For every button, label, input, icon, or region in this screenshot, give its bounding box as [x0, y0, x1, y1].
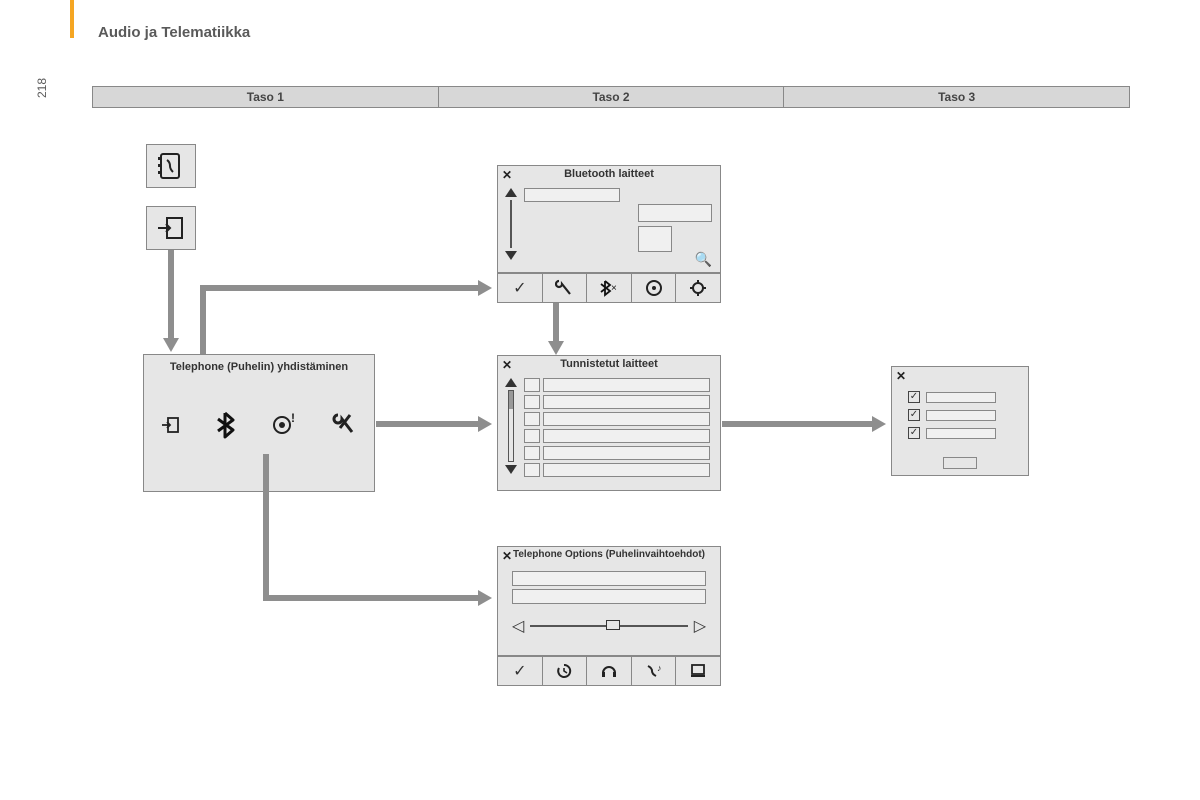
search-icon[interactable]: 🔍	[695, 251, 712, 268]
check-item[interactable]: ✓	[908, 427, 996, 439]
arrow	[376, 421, 480, 427]
bluetooth-devices-panel: ✕ Bluetooth laitteet 🔍 ✓ ×	[497, 165, 721, 303]
scroll-down-icon[interactable]	[505, 465, 517, 474]
arrow	[263, 454, 269, 598]
check-item[interactable]: ✓	[908, 391, 996, 403]
svg-text:♪: ♪	[657, 663, 662, 673]
bt-off-icon[interactable]: ×	[587, 274, 632, 302]
slider-left-icon[interactable]: ◁	[512, 616, 524, 636]
arrow-head	[478, 416, 492, 432]
arrow	[200, 288, 206, 354]
footer-field	[943, 457, 977, 469]
arrow	[722, 421, 874, 427]
scroll-up-icon[interactable]	[505, 378, 517, 387]
phone-connect-panel: Telephone (Puhelin) yhdistäminen !	[143, 354, 375, 492]
history-icon[interactable]	[543, 657, 588, 685]
slider-right-icon[interactable]: ▷	[694, 616, 706, 636]
close-icon[interactable]: ✕	[502, 549, 512, 563]
bt-toolbar: ✓ ×	[498, 272, 720, 302]
detected-devices-title: Tunnistetut laitteet	[498, 356, 720, 370]
exit-icon[interactable]	[162, 416, 180, 439]
check-item[interactable]: ✓	[908, 409, 996, 421]
arrow-head	[548, 341, 564, 355]
gear-icon[interactable]	[676, 274, 720, 302]
preview-thumb	[638, 226, 672, 252]
telephone-options-panel: ✕ Telephone Options (Puhelinvaihtoehdot)…	[497, 546, 721, 686]
ringtone-icon[interactable]: ♪	[632, 657, 677, 685]
preview-field	[638, 204, 712, 222]
confirm-icon[interactable]: ✓	[498, 657, 543, 685]
svg-text:!: !	[291, 412, 295, 425]
arrow-head	[872, 416, 886, 432]
arrow-head	[478, 590, 492, 606]
arrow	[168, 250, 174, 340]
tool-icon[interactable]	[543, 274, 588, 302]
svg-text:×: ×	[611, 283, 617, 294]
phonebook-icon[interactable]	[146, 144, 196, 188]
headset-icon[interactable]	[587, 657, 632, 685]
list-item[interactable]	[524, 188, 620, 202]
disc-icon[interactable]	[632, 274, 677, 302]
telephone-options-title: Telephone Options (Puhelinvaihtoehdot)	[498, 547, 720, 560]
options-toolbar: ✓ ♪	[498, 655, 720, 685]
close-icon[interactable]: ✕	[502, 358, 512, 372]
close-icon[interactable]: ✕	[896, 369, 906, 383]
phone-connect-title: Telephone (Puhelin) yhdistäminen	[144, 355, 374, 373]
tools-icon[interactable]	[332, 412, 356, 443]
scroll-up-icon[interactable]	[505, 188, 517, 197]
bluetooth-icon[interactable]	[215, 411, 235, 444]
arrow	[200, 285, 480, 291]
detected-devices-panel: ✕ Tunnistetut laitteet	[497, 355, 721, 491]
enter-icon[interactable]	[146, 206, 196, 250]
checklist-panel: ✕ ✓ ✓ ✓	[891, 366, 1029, 476]
arrow	[553, 303, 559, 343]
confirm-icon[interactable]: ✓	[498, 274, 543, 302]
close-icon[interactable]: ✕	[502, 168, 512, 182]
option-field[interactable]	[512, 571, 706, 586]
settings-warn-icon[interactable]: !	[271, 412, 297, 443]
device-icon[interactable]	[676, 657, 720, 685]
arrow	[263, 595, 480, 601]
scroll-down-icon[interactable]	[505, 251, 517, 260]
bluetooth-devices-title: Bluetooth laitteet	[498, 166, 720, 180]
option-field[interactable]	[512, 589, 706, 604]
arrow-head	[478, 280, 492, 296]
arrow-head	[163, 338, 179, 352]
diagram-stage: Telephone (Puhelin) yhdistäminen ! ✕ Blu…	[0, 0, 1200, 800]
